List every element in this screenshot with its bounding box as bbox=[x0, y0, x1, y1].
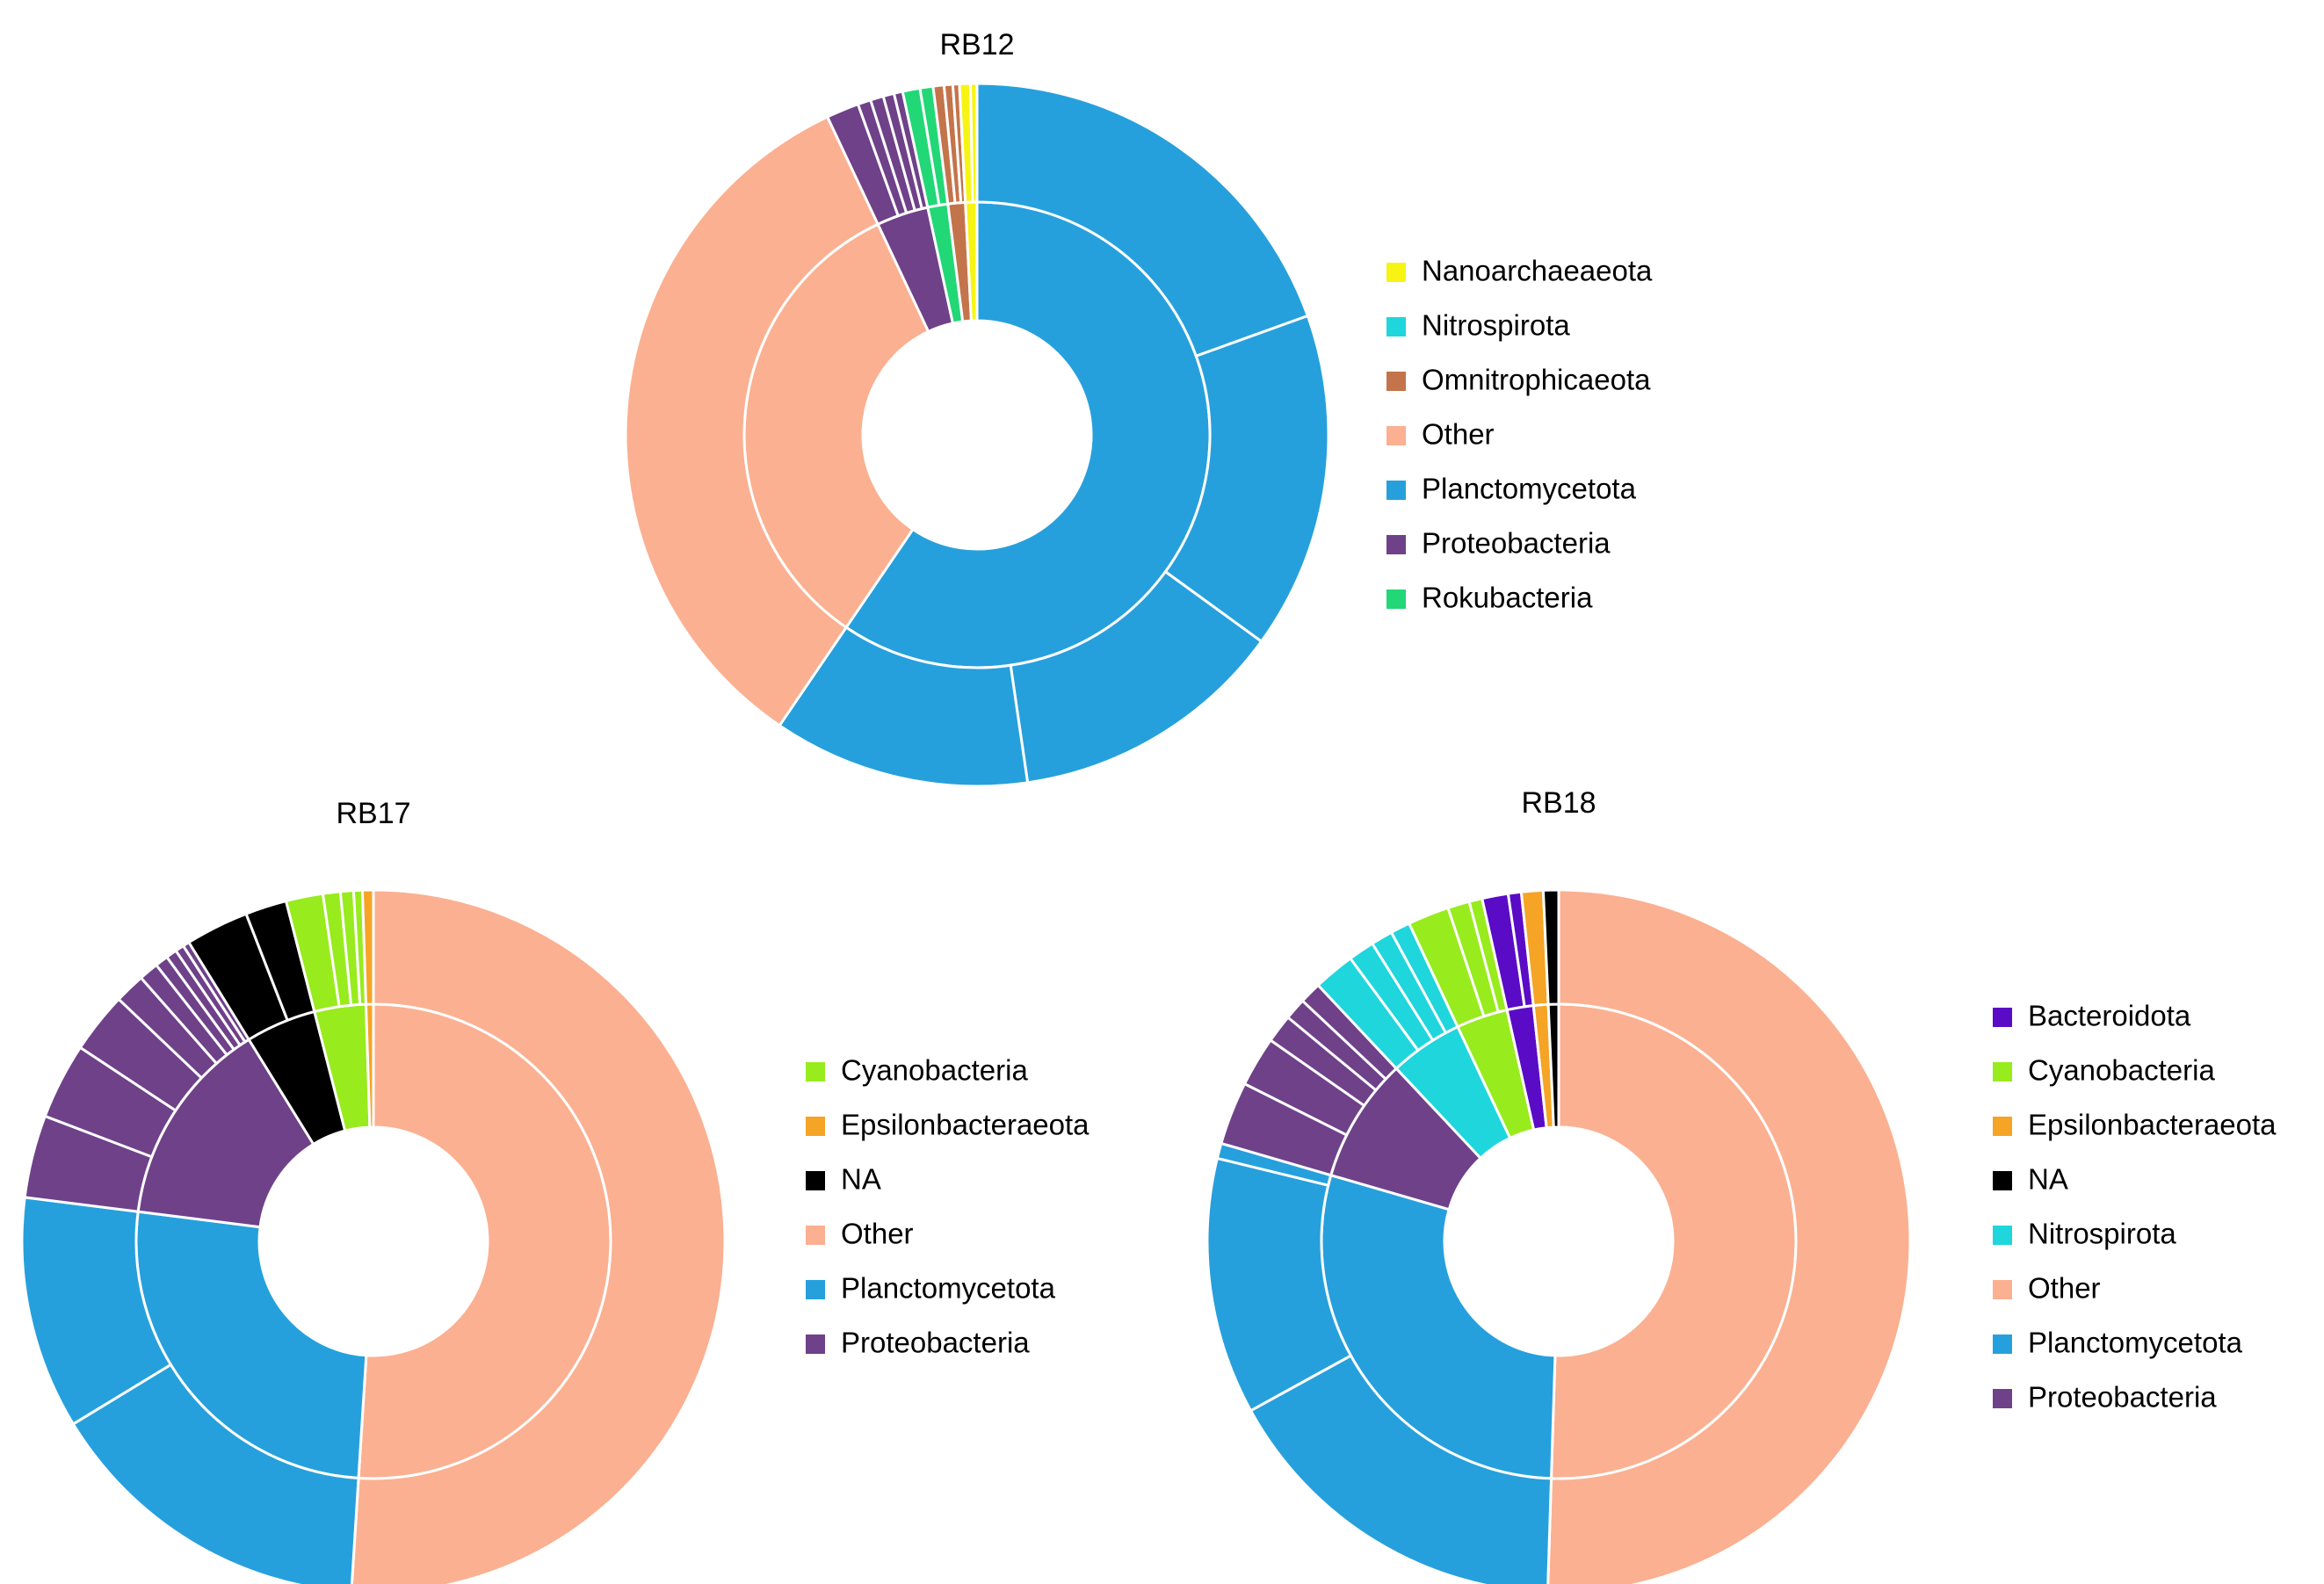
rb18-legend-item-planctomycetota: Planctomycetota bbox=[1993, 1327, 2243, 1359]
legend-rb12: Nanoarchaeaeota Nitrospirota Omnitrophicae… bbox=[1386, 255, 1653, 614]
rb12-legend-label-nanoarchaeaeota: Nanoarchaeaeota bbox=[1422, 255, 1653, 287]
rb18-legend-swatch-na bbox=[1993, 1171, 2012, 1190]
rb17-outer-slice-other-0 bbox=[350, 888, 727, 1584]
rb18-legend-label-proteobacteria: Proteobacteria bbox=[2028, 1381, 2217, 1414]
rings-rb12 bbox=[624, 82, 1330, 788]
rb17-legend-label-planctomycetota: Planctomycetota bbox=[841, 1272, 1056, 1305]
rb12-legend-swatch-nitrospirota bbox=[1386, 317, 1406, 336]
rb18-outer-slice-other-0 bbox=[1546, 888, 1912, 1584]
rb18-legend-item-epsilonbacteraeota: Epsilonbacteraeota bbox=[1993, 1109, 2277, 1141]
rb12-legend-item-planctomycetota: Planctomycetota bbox=[1386, 473, 1637, 505]
rb12-outer-slice-planctomycetota-0 bbox=[975, 82, 1309, 358]
rb18-legend-swatch-bacteroidota bbox=[1993, 1008, 2012, 1027]
rb18-legend-label-cyanobacteria: Cyanobacteria bbox=[2028, 1054, 2215, 1087]
rb18-legend-label-epsilonbacteraeota: Epsilonbacteraeota bbox=[2028, 1109, 2277, 1141]
rb17-legend-item-planctomycetota: Planctomycetota bbox=[806, 1272, 1056, 1305]
rb17-legend-label-other: Other bbox=[841, 1218, 914, 1250]
rb12-outer-slice-nanoarchaeaeota-16 bbox=[968, 82, 979, 204]
rb18-legend-item-other: Other bbox=[1993, 1272, 2101, 1305]
rb12-legend-item-proteobacteria: Proteobacteria bbox=[1386, 527, 1611, 560]
rb12-legend-item-other: Other bbox=[1386, 418, 1495, 451]
rb12-legend-label-proteobacteria: Proteobacteria bbox=[1422, 527, 1611, 560]
rb12-legend-label-other: Other bbox=[1422, 418, 1495, 451]
rings-rb18 bbox=[1205, 888, 1912, 1584]
rb12-legend-swatch-proteobacteria bbox=[1386, 535, 1406, 554]
rb17-legend-item-na: NA bbox=[806, 1163, 881, 1196]
chart-title-rb18: RB18 bbox=[1521, 786, 1596, 820]
rb18-legend-item-cyanobacteria: Cyanobacteria bbox=[1993, 1054, 2215, 1087]
rb12-legend-swatch-other bbox=[1386, 426, 1406, 445]
rb18-legend-swatch-epsilonbacteraeota bbox=[1993, 1117, 2012, 1136]
rb17-legend-label-na: NA bbox=[841, 1163, 881, 1196]
rb18-legend-label-bacteroidota: Bacteroidota bbox=[2028, 1000, 2191, 1032]
rb12-legend-item-omnitrophicaeota: Omnitrophicaeota bbox=[1386, 364, 1651, 396]
rb17-legend-item-cyanobacteria: Cyanobacteria bbox=[806, 1054, 1028, 1087]
rb17-legend-label-epsilonbacteraeota: Epsilonbacteraeota bbox=[841, 1109, 1090, 1141]
rb17-legend-swatch-planctomycetota bbox=[806, 1280, 825, 1299]
rb18-legend-swatch-nitrospirota bbox=[1993, 1226, 2012, 1245]
rb18-legend-item-na: NA bbox=[1993, 1163, 2068, 1196]
rb17-legend-label-proteobacteria: Proteobacteria bbox=[841, 1327, 1030, 1359]
rb12-legend-swatch-nanoarchaeaeota bbox=[1386, 263, 1406, 282]
legend-rb18: Bacteroidota Cyanobacteria Epsilonbacterae… bbox=[1993, 1000, 2277, 1414]
rb17-legend-swatch-cyanobacteria bbox=[806, 1062, 825, 1081]
chart-title-rb12: RB12 bbox=[939, 28, 1014, 61]
rb18-legend-label-planctomycetota: Planctomycetota bbox=[2028, 1327, 2243, 1359]
rb18-legend-label-other: Other bbox=[2028, 1272, 2101, 1305]
rb18-outer-slice-na-19 bbox=[1541, 888, 1560, 1006]
rb12-legend-swatch-omnitrophicaeota bbox=[1386, 372, 1406, 391]
rb17-legend-swatch-na bbox=[806, 1171, 825, 1190]
rb17-legend-item-other: Other bbox=[806, 1218, 914, 1250]
rb18-legend-item-nitrospirota: Nitrospirota bbox=[1993, 1218, 2176, 1250]
chart-rb17: RB17 Cyanobacteria Epsilonbacteraeota NA Ot… bbox=[20, 797, 1090, 1584]
chart-rb12: RB12 Nanoarchaeaeota Nitrospirota Omnitrop… bbox=[624, 28, 1653, 788]
rb17-outer-slice-epsilonbacteraeota-18 bbox=[360, 888, 375, 1006]
rb17-legend-label-cyanobacteria: Cyanobacteria bbox=[841, 1054, 1028, 1087]
rb12-legend-label-planctomycetota: Planctomycetota bbox=[1422, 473, 1637, 505]
rb12-legend-label-nitrospirota: Nitrospirota bbox=[1422, 309, 1570, 342]
rb12-legend-swatch-planctomycetota bbox=[1386, 481, 1406, 500]
rb12-legend-swatch-rokubacteria bbox=[1386, 589, 1406, 609]
rb18-legend-swatch-other bbox=[1993, 1280, 2012, 1299]
rb17-outer-slice-planctomycetota-1 bbox=[71, 1363, 360, 1584]
rings-rb17 bbox=[20, 888, 727, 1584]
rb18-legend-item-proteobacteria: Proteobacteria bbox=[1993, 1381, 2217, 1414]
chart-title-rb17: RB17 bbox=[336, 797, 410, 830]
rb12-outer-slice-other-4 bbox=[624, 115, 880, 727]
rb17-legend-item-proteobacteria: Proteobacteria bbox=[806, 1327, 1030, 1359]
rb18-legend-swatch-cyanobacteria bbox=[1993, 1062, 2012, 1081]
rb17-legend-swatch-proteobacteria bbox=[806, 1334, 825, 1354]
rb12-legend-item-rokubacteria: Rokubacteria bbox=[1386, 582, 1593, 614]
rb18-legend-item-bacteroidota: Bacteroidota bbox=[1993, 1000, 2191, 1032]
rb12-legend-label-omnitrophicaeota: Omnitrophicaeota bbox=[1422, 364, 1651, 396]
rb12-legend-item-nanoarchaeaeota: Nanoarchaeaeota bbox=[1386, 255, 1653, 287]
rb17-legend-swatch-epsilonbacteraeota bbox=[806, 1117, 825, 1136]
rb17-legend-item-epsilonbacteraeota: Epsilonbacteraeota bbox=[806, 1109, 1090, 1141]
rb17-legend-swatch-other bbox=[806, 1226, 825, 1245]
rb18-legend-swatch-planctomycetota bbox=[1993, 1334, 2012, 1354]
chart-rb18: RB18 Bacteroidota Cyanobacteria Epsilonbac… bbox=[1205, 786, 2277, 1584]
legend-rb17: Cyanobacteria Epsilonbacteraeota NA Other Pl… bbox=[806, 1054, 1090, 1359]
rb18-legend-swatch-proteobacteria bbox=[1993, 1389, 2012, 1408]
rb12-legend-item-nitrospirota: Nitrospirota bbox=[1386, 309, 1570, 342]
rb18-legend-label-na: NA bbox=[2028, 1163, 2068, 1196]
rb12-legend-label-rokubacteria: Rokubacteria bbox=[1422, 582, 1593, 614]
rb18-legend-label-nitrospirota: Nitrospirota bbox=[2028, 1218, 2176, 1250]
